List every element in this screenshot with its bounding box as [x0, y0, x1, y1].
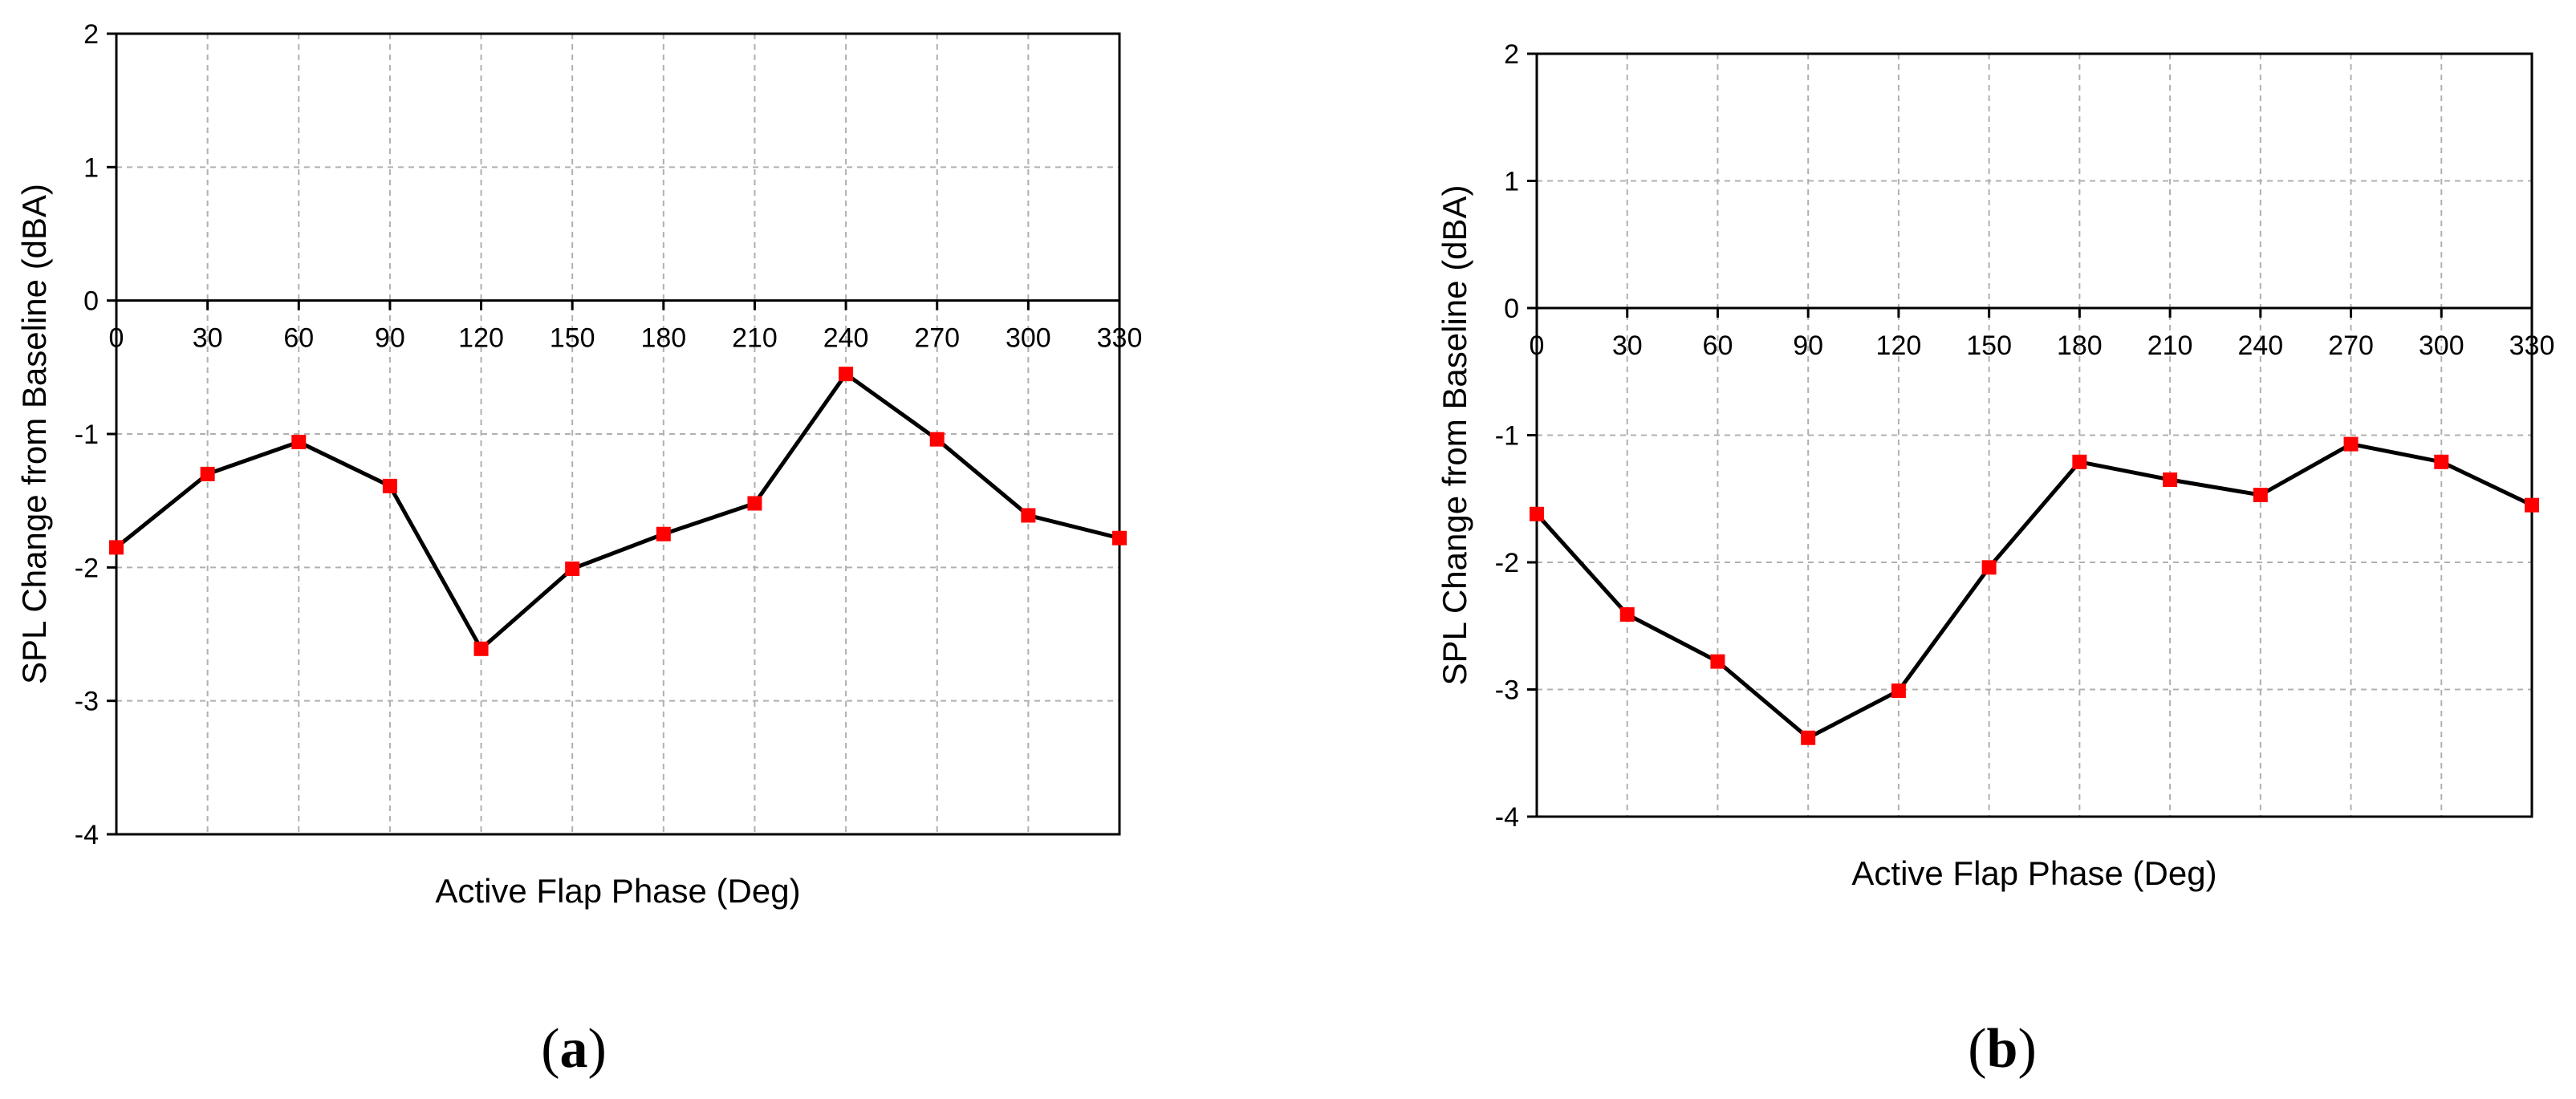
- data-point-marker: [2163, 472, 2178, 487]
- x-tick-label: 0: [1530, 331, 1545, 361]
- x-tick-label: 120: [1876, 331, 1922, 361]
- x-tick-label: 270: [2328, 331, 2374, 361]
- data-point-marker: [747, 496, 762, 511]
- series-line: [115, 371, 1120, 651]
- y-tick-label: 2: [83, 19, 99, 50]
- data-point-marker: [2525, 497, 2539, 513]
- y-tick-label: -2: [75, 553, 99, 583]
- x-axis-title: Active Flap Phase (Deg): [1851, 854, 2216, 892]
- data-point-marker: [2253, 487, 2268, 502]
- data-point-marker: [473, 641, 489, 656]
- x-tick-label: 270: [914, 323, 960, 354]
- data-point-marker: [2072, 454, 2087, 469]
- x-tick-label: 330: [1097, 323, 1143, 354]
- data-point-marker: [1619, 606, 1635, 622]
- data-point-marker: [1112, 530, 1127, 545]
- data-point-marker: [656, 526, 671, 541]
- x-tick-label: 180: [2057, 331, 2103, 361]
- series-line: [1535, 442, 2533, 740]
- x-tick-label: 0: [109, 323, 124, 354]
- y-tick-label: 1: [1504, 167, 1519, 197]
- x-tick-label: 30: [1612, 331, 1643, 361]
- x-tick-label: 150: [1966, 331, 2012, 361]
- panel-label: (b): [1968, 1018, 2037, 1080]
- y-axis-title: SPL Change from Baseline (dBA): [15, 184, 53, 684]
- x-tick-label: 90: [375, 323, 405, 354]
- y-tick-label: -4: [75, 820, 99, 850]
- data-point-marker: [2343, 436, 2359, 452]
- y-tick-label: 2: [1504, 39, 1519, 70]
- data-point-marker: [929, 432, 945, 447]
- y-axis-title: SPL Change from Baseline (dBA): [1436, 185, 1473, 685]
- x-tick-label: 90: [1793, 331, 1823, 361]
- x-tick-label: 240: [823, 323, 869, 354]
- x-tick-label: 150: [550, 323, 595, 354]
- y-tick-label: -3: [75, 687, 99, 717]
- data-point-marker: [565, 561, 580, 576]
- y-tick-label: -4: [1495, 802, 1519, 833]
- x-tick-label: 240: [2237, 331, 2283, 361]
- x-tick-label: 300: [1006, 323, 1051, 354]
- data-point-marker: [839, 367, 854, 382]
- x-tick-label: 300: [2419, 331, 2464, 361]
- y-tick-label: -1: [75, 420, 99, 450]
- y-tick-label: -2: [1495, 548, 1519, 578]
- gridlines: [116, 34, 1120, 834]
- data-point-marker: [2434, 454, 2449, 469]
- x-tick-label: 210: [2147, 331, 2193, 361]
- y-tick-label: 0: [83, 286, 99, 317]
- panel-label-letter: b: [1987, 1018, 2018, 1080]
- panel-label-letter: a: [560, 1018, 588, 1080]
- x-tick-label: 120: [458, 323, 504, 354]
- data-point-marker: [1981, 560, 1997, 575]
- x-tick-label: 60: [283, 323, 314, 354]
- data-point-marker: [1710, 654, 1725, 669]
- x-tick-label: 210: [732, 323, 778, 354]
- x-axis-title: Active Flap Phase (Deg): [435, 872, 800, 910]
- x-tick-label: 330: [2509, 331, 2555, 361]
- panel-label: (a): [541, 1018, 607, 1080]
- y-tick-label: -3: [1495, 675, 1519, 706]
- data-point-marker: [1801, 730, 1816, 745]
- chart-panel-b: 0 30 60 90 120 150 180 210 240 270 300 330 -4 -3 -2 -1 0…: [1436, 39, 2554, 1080]
- data-point-marker: [1530, 506, 1544, 521]
- data-point-marker: [1891, 683, 1906, 699]
- x-tick-label: 30: [193, 323, 223, 354]
- chart-panel-a: 0 30 60 90 120 150 180 210 240 270 300 330 -4 -3 -2 -1 0…: [15, 19, 1142, 1080]
- gridlines: [1537, 54, 2533, 817]
- data-point-marker: [291, 434, 307, 449]
- data-point-marker: [200, 466, 215, 481]
- y-tick-label: 0: [1504, 294, 1519, 324]
- y-tick-label: 1: [83, 152, 99, 183]
- data-point-marker: [382, 478, 397, 493]
- x-tick-label: 180: [640, 323, 686, 354]
- data-point-marker: [1021, 508, 1036, 523]
- x-tick-label: 60: [1703, 331, 1733, 361]
- data-point-marker: [109, 540, 124, 555]
- y-tick-label: -1: [1495, 421, 1519, 452]
